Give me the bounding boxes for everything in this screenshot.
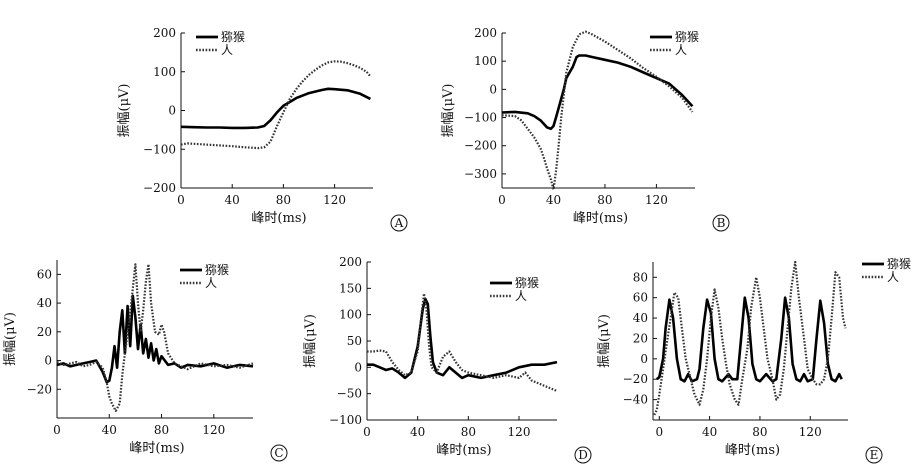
x-tick-label: 40 <box>410 425 425 439</box>
legend-label: 人 <box>205 276 217 290</box>
x-axis-title: 峰时(ms) <box>573 211 628 226</box>
legend-label: 猕猴 <box>515 276 539 290</box>
y-tick-label: −100 <box>464 111 497 125</box>
y-axis-title: 振幅(μV) <box>597 314 612 368</box>
y-tick-label: 60 <box>37 267 52 281</box>
x-axis-title: 峰时(ms) <box>129 441 184 456</box>
y-tick-label: 60 <box>633 291 648 305</box>
y-tick-label: 0 <box>640 352 648 366</box>
chart-panel-c: −20 0 20 40 60 0 40 80 120 峰时(ms) 振幅(μV) 猕猴人 C <box>3 260 288 462</box>
y-tick-label: 20 <box>633 331 648 345</box>
y-tick-label: −20 <box>27 382 52 396</box>
legend-label: 猕猴 <box>221 30 245 44</box>
panel-letter: E <box>870 448 879 462</box>
x-tick-label: 80 <box>461 425 476 439</box>
y-tick-label: 80 <box>633 270 648 284</box>
x-tick-label: 40 <box>102 423 117 437</box>
panel-letter-circle <box>390 214 408 232</box>
panel-letter-circle <box>270 444 288 462</box>
x-tick-label: 80 <box>154 423 169 437</box>
y-axis-title: 振幅(μV) <box>441 84 456 138</box>
chart-panel-e: −40 −20 0 20 40 60 80 0 40 80 120 峰时(ms) 振幅(μV) 猕猴人 E <box>597 257 911 464</box>
x-tick-label: 40 <box>225 193 240 207</box>
legend-label: 猕猴 <box>675 30 699 44</box>
y-tick-label: −100 <box>329 413 362 427</box>
series-line-human <box>180 60 372 150</box>
x-tick-label: 40 <box>546 193 561 207</box>
legend-label: 猕猴 <box>205 263 229 277</box>
y-tick-label: 150 <box>339 281 362 295</box>
x-tick-label: 40 <box>702 425 717 439</box>
y-axis-title: 振幅(μV) <box>3 312 18 366</box>
x-tick-label: 120 <box>508 425 531 439</box>
y-tick-label: 0 <box>44 354 52 368</box>
y-tick-label: −200 <box>464 139 497 153</box>
y-axis-title: 振幅(μV) <box>303 314 318 368</box>
x-tick-label: 120 <box>323 193 346 207</box>
series-line-macaque <box>501 54 694 131</box>
y-tick-label: 50 <box>347 334 362 348</box>
y-tick-label: −50 <box>337 387 362 401</box>
x-tick-label: 120 <box>799 425 822 439</box>
x-tick-label: 0 <box>53 423 61 437</box>
y-tick-label: −200 <box>143 181 176 195</box>
y-axis-title: 振幅(μV) <box>117 84 132 138</box>
y-tick-label: −40 <box>623 393 648 407</box>
x-axis-title: 峰时(ms) <box>251 211 306 226</box>
x-tick-label: 120 <box>202 423 225 437</box>
series-line-macaque <box>180 87 371 130</box>
series-line-human <box>56 263 254 412</box>
y-tick-label: 20 <box>37 325 52 339</box>
chart-panel-b: −300 −200 −100 0 100 200 0 40 80 120 峰时(ms) 振幅(μV) 猕… <box>441 26 730 232</box>
y-tick-label: −20 <box>623 372 648 386</box>
legend-label: 人 <box>515 289 527 303</box>
y-tick-label: 200 <box>474 26 497 40</box>
x-tick-label: 0 <box>498 193 506 207</box>
panel-letter: C <box>274 446 283 460</box>
y-tick-label: 0 <box>354 360 362 374</box>
x-tick-label: 0 <box>655 425 663 439</box>
x-tick-label: 0 <box>177 193 185 207</box>
x-tick-label: 80 <box>752 425 767 439</box>
panel-letter-circle <box>865 446 883 464</box>
legend-label: 人 <box>675 43 687 57</box>
y-tick-label: −300 <box>464 167 497 181</box>
panel-letter: B <box>717 216 726 230</box>
y-tick-label: 200 <box>339 255 362 269</box>
chart-panel-d: −100 −50 0 50 100 150 200 0 40 80 120 峰时(ms) 振幅(μV) 猕… <box>303 255 592 464</box>
series-line-macaque <box>367 297 558 380</box>
panel-letter: D <box>578 448 588 462</box>
y-tick-label: 200 <box>153 26 176 40</box>
x-tick-label: 80 <box>597 193 612 207</box>
y-tick-label: 0 <box>168 104 176 118</box>
x-tick-label: 120 <box>645 193 668 207</box>
series-line-macaque <box>655 296 843 383</box>
panel-letter: A <box>394 216 404 230</box>
series-line-human <box>501 30 694 191</box>
y-tick-label: 40 <box>37 296 52 310</box>
y-tick-label: 40 <box>633 311 648 325</box>
series-line-macaque <box>56 294 254 384</box>
chart-panel-a: −200 −100 0 100 200 0 40 80 120 峰时(ms) 振幅(μV) 猕猴人 A <box>117 26 408 232</box>
legend-label: 人 <box>221 43 233 57</box>
x-tick-label: 0 <box>363 425 371 439</box>
y-tick-label: 0 <box>489 82 497 96</box>
x-axis-title: 峰时(ms) <box>725 443 780 458</box>
x-tick-label: 80 <box>276 193 291 207</box>
series-line-human <box>653 260 847 416</box>
y-tick-label: 100 <box>474 54 497 68</box>
panel-letter-circle <box>712 214 730 232</box>
y-tick-label: 100 <box>339 308 362 322</box>
x-axis-title: 峰时(ms) <box>436 443 491 458</box>
y-tick-label: −100 <box>143 142 176 156</box>
y-tick-label: 100 <box>153 65 176 79</box>
legend-label: 猕猴 <box>887 257 911 271</box>
legend-label: 人 <box>887 270 899 284</box>
panel-letter-circle <box>574 446 592 464</box>
